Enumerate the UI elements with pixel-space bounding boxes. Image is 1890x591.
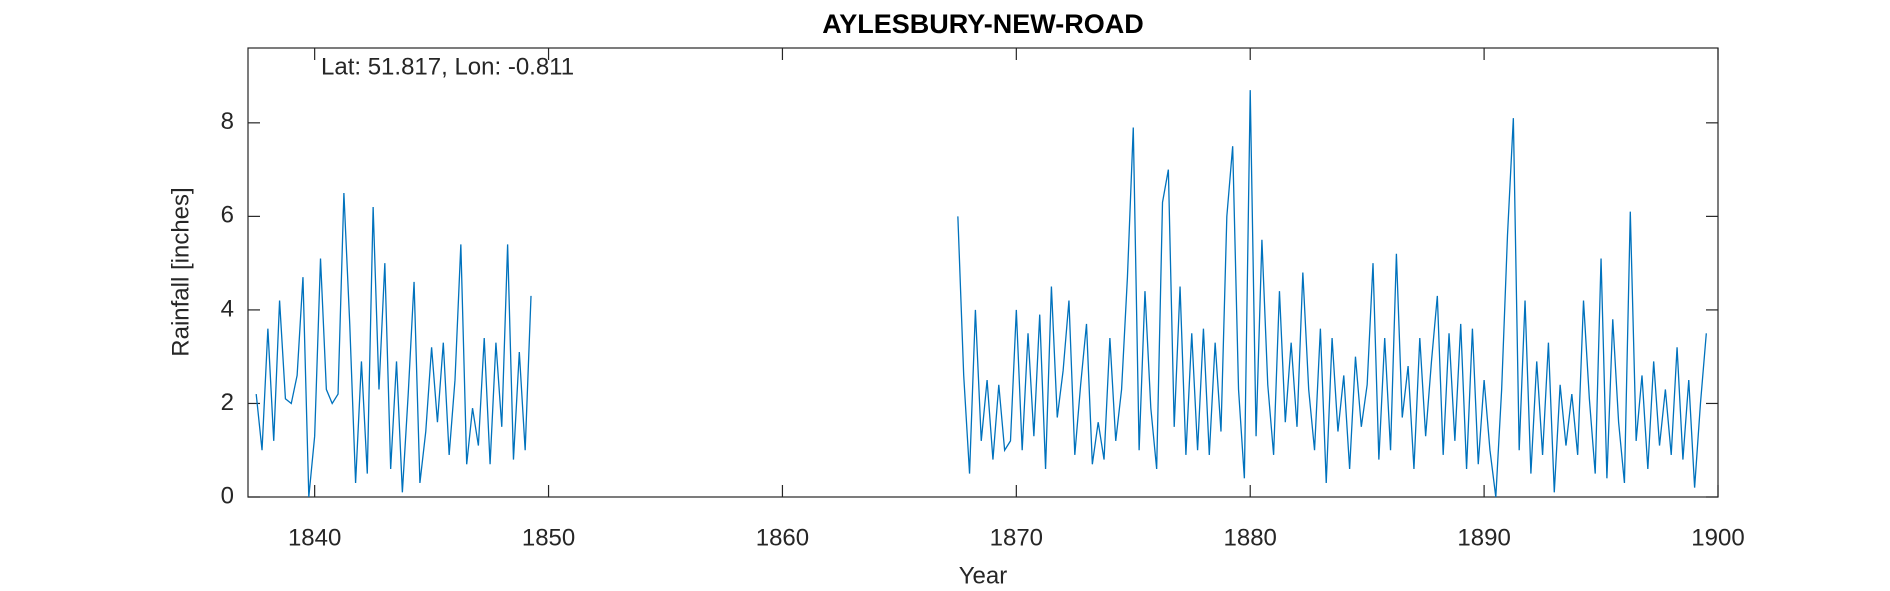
y-tick-label: 0 (221, 482, 234, 509)
x-tick-label: 1870 (990, 524, 1043, 551)
rainfall-line (255, 90, 1707, 498)
x-tick-label: 1890 (1457, 524, 1510, 551)
x-tick-label: 1900 (1691, 524, 1744, 551)
y-axis-label: Rainfall [inches] (167, 187, 194, 356)
annotation: Lat: 51.817, Lon: -0.811 (321, 53, 574, 80)
x-tick-label: 1860 (756, 524, 809, 551)
axes-box (247, 47, 1719, 498)
x-tick-label: 1850 (522, 524, 575, 551)
x-tick-label: 1840 (288, 524, 341, 551)
y-tick-label: 4 (221, 295, 234, 322)
y-tick-label: 2 (221, 389, 234, 416)
y-tick-label: 6 (221, 202, 234, 229)
y-tick-label: 8 (221, 108, 234, 135)
chart-title: AYLESBURY-NEW-ROAD (822, 9, 1143, 39)
x-axis-label: Year (959, 562, 1008, 589)
x-tick-label: 1880 (1224, 524, 1277, 551)
